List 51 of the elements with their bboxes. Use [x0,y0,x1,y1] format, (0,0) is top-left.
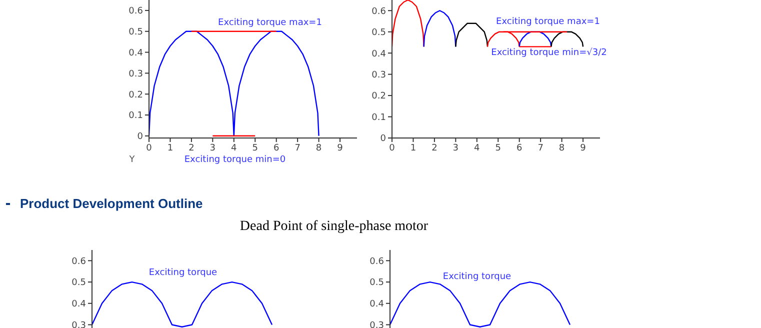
x-tick-label: 1 [167,143,174,154]
annotation: Exciting torque [442,272,512,282]
annotation: Exciting torque max=1 [496,17,600,27]
x-tick-label: 2 [432,143,438,154]
y-tick-label: 0.6 [370,256,384,267]
x-tick-label: 8 [316,143,322,154]
x-tick-label: 1 [410,143,416,154]
annotation: Exciting torque max=1 [218,18,322,28]
y-tick-label: 0.6 [72,256,86,267]
x-tick-label: 7 [294,143,300,154]
y-tick-label: 0.3 [128,69,143,80]
text: Dead Point of single-phase motor [240,219,428,235]
y-tick-label: 0 [137,132,144,142]
y-tick-label: 0.1 [128,111,143,122]
y-tick-label: 0.5 [72,278,86,288]
x-tick-label: 4 [231,143,238,154]
x-tick-label: 2 [188,143,194,154]
x-tick-label: 9 [337,143,344,154]
text: Product Development Outline [20,196,203,211]
y-tick-label: 0.6 [128,6,144,17]
annotation: Exciting torque min=√3/2 [491,48,607,58]
y-tick-label: 0.4 [72,300,86,310]
x-tick-label: 6 [516,143,522,154]
text: Y [129,155,135,165]
y-tick-label: 0.2 [128,90,143,100]
annotation: Exciting torque [148,268,218,278]
x-tick-label: 3 [452,143,459,154]
x-tick-label: 0 [389,143,396,154]
x-tick-label: 0 [146,143,152,154]
y-tick-label: 0.4 [370,300,384,310]
x-tick-label: 4 [474,143,480,154]
y-tick-label: 0.3 [72,320,86,328]
x-tick-label: 5 [252,143,258,154]
y-tick-label: 0.5 [370,278,384,288]
x-tick-label: 8 [558,143,565,154]
x-tick-label: 7 [538,143,544,154]
y-tick-label: 0.3 [370,320,384,328]
y-tick-label: 0.3 [372,70,386,81]
y-tick-label: 0.5 [372,28,386,38]
y-tick-label: 0.5 [128,28,143,38]
y-tick-label: 0 [380,134,386,144]
x-tick-label: 9 [580,143,586,154]
x-tick-label: 3 [210,143,216,154]
y-tick-label: 0.4 [128,48,144,58]
x-tick-label: 5 [495,143,501,154]
text: Exciting torque min=0 [184,155,286,165]
x-tick-label: 6 [273,143,280,154]
y-tick-label: 0.4 [372,49,386,60]
y-tick-label: 0.1 [372,112,386,123]
y-tick-label: 0.2 [372,92,386,102]
y-tick-label: 0.6 [372,6,386,17]
